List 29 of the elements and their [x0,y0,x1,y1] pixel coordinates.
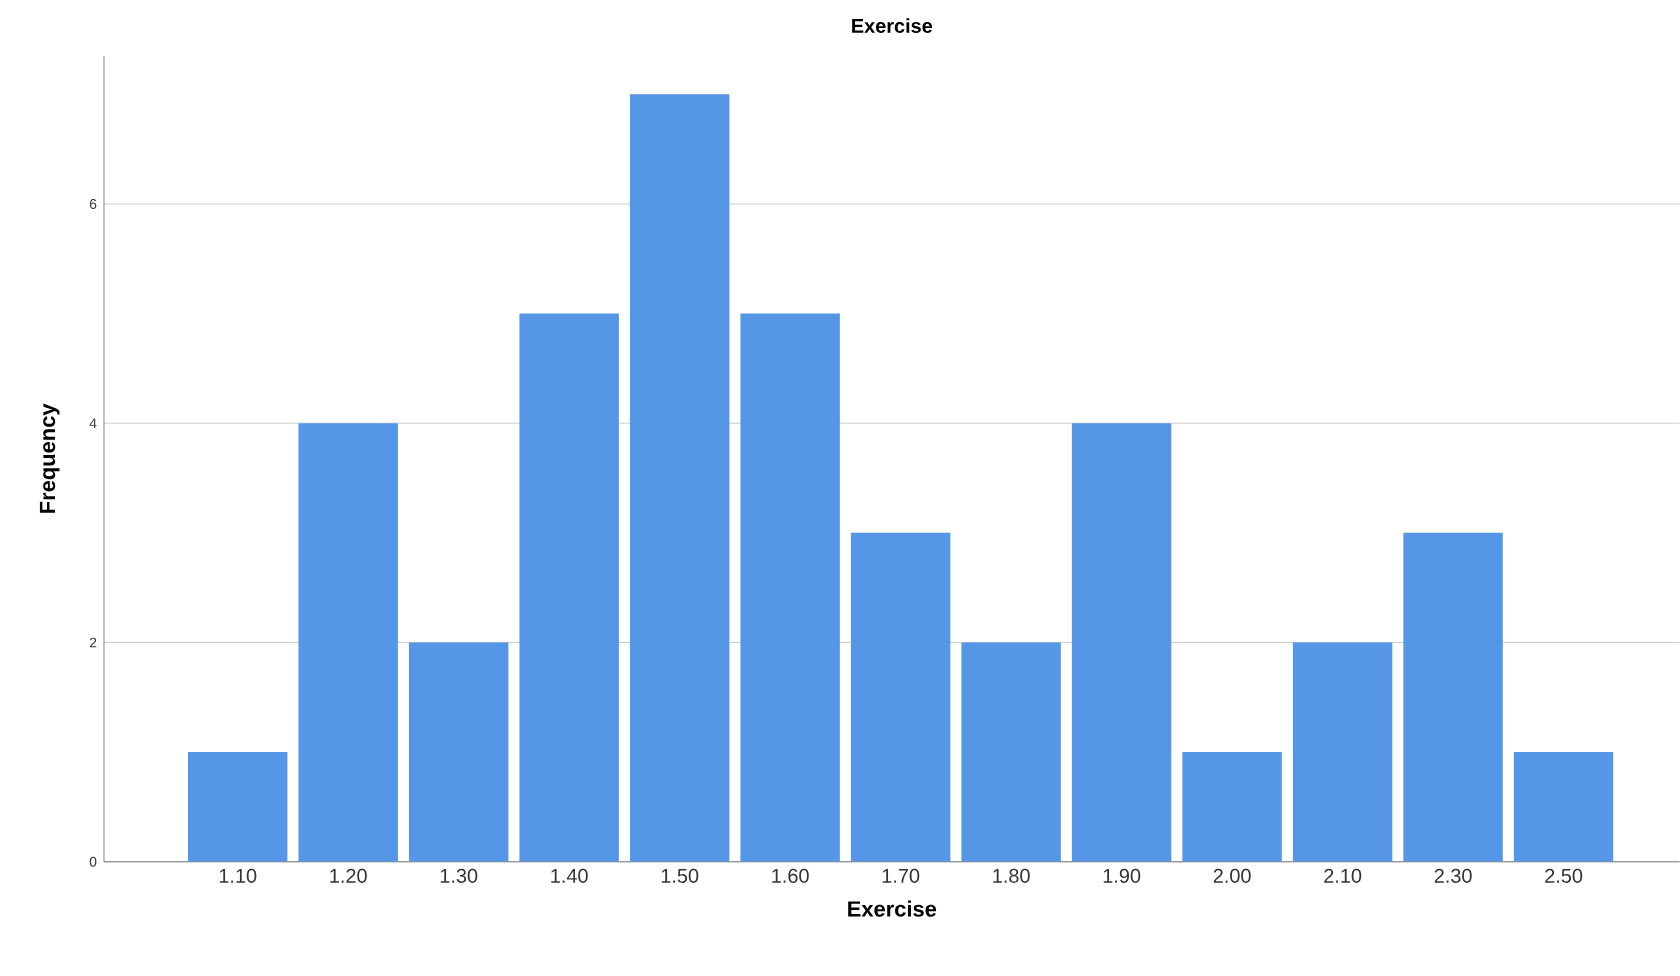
x-tick-label: 1.40 [551,868,588,884]
bar [408,642,509,862]
x-tick-label: 1.20 [330,868,367,884]
bar [1292,642,1393,862]
bar [187,752,288,862]
x-tick-label: 1.80 [993,868,1030,884]
bar [961,642,1061,862]
x-tick-label: 1.90 [1103,868,1141,884]
bar [850,532,951,862]
x-tick-label: 1.60 [772,868,809,884]
chart-title: Exercise [852,18,933,34]
bar [1182,752,1282,862]
y-axis-title: Frequency [39,403,60,513]
x-tick-label: 2.00 [1213,868,1251,884]
x-tick-label: 2.10 [1324,868,1362,884]
bar [1513,752,1614,862]
bar [740,313,840,862]
bar [629,94,730,862]
x-tick-label: 2.30 [1434,868,1472,884]
bar [298,423,398,862]
bar [1403,532,1503,862]
x-tick-label: 1.70 [882,868,920,884]
x-tick-label: 1.30 [440,868,478,884]
x-tick-label: 1.50 [661,868,699,884]
x-tick-label: 2.50 [1545,868,1583,884]
bar [1071,423,1172,862]
x-axis-title: Exercise [848,900,937,917]
bar [519,313,619,862]
x-tick-label: 1.10 [219,868,257,884]
